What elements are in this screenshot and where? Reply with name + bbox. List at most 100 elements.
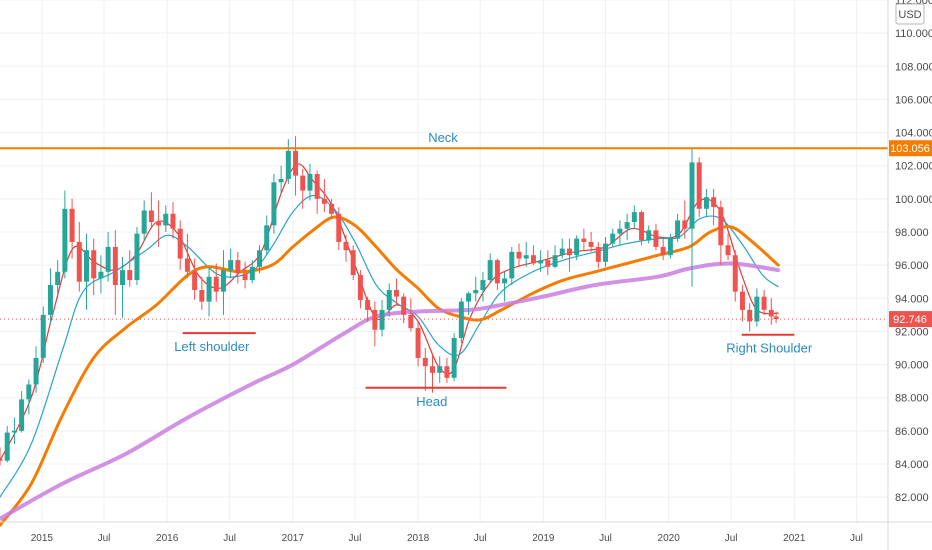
currency-box	[895, 3, 925, 25]
last-price-tag	[889, 311, 932, 328]
candle-body	[235, 260, 241, 274]
candle-body	[213, 276, 219, 292]
candle-body	[307, 174, 313, 191]
candle-body	[610, 233, 616, 244]
candle-body	[711, 197, 717, 208]
candle-body	[566, 248, 572, 256]
candle-body	[451, 338, 457, 378]
candle-body	[26, 384, 32, 400]
pattern-levels	[0, 147, 888, 389]
candle-body	[192, 271, 198, 290]
candle-body	[545, 260, 551, 267]
candle-body	[595, 246, 601, 262]
moving-average-line	[0, 194, 779, 498]
x-tick-label: 2018	[407, 533, 430, 544]
neck-price-label: 103.056	[890, 143, 930, 155]
candle-body	[422, 357, 428, 367]
candle-body	[689, 162, 695, 229]
candle-body	[581, 238, 587, 242]
y-tick-label: 92.000	[895, 326, 929, 338]
candle-body	[660, 246, 666, 256]
y-tick-label: 100.000	[895, 194, 932, 206]
y-tick-label: 96.000	[895, 260, 929, 272]
candle-body	[112, 246, 118, 286]
candle-body	[494, 260, 500, 284]
candle-body	[336, 213, 342, 242]
candle-body	[4, 432, 10, 461]
candle-body	[257, 250, 263, 267]
candle-body	[588, 241, 594, 247]
y-tick-label: 104.000	[895, 128, 932, 140]
candle-body	[350, 250, 356, 276]
candle-body	[300, 175, 306, 191]
candle-body	[703, 197, 709, 209]
y-tick-label: 102.000	[895, 161, 932, 173]
y-axis[interactable]: 82.000 84.000 86.000 88.000 90.000 92.000 94.0…	[887, 0, 932, 550]
candle-body	[639, 212, 645, 241]
candle-body	[199, 290, 205, 302]
candle-body	[98, 271, 104, 279]
candle-body	[631, 212, 637, 223]
candle-body	[379, 309, 385, 330]
candle-body	[47, 285, 53, 315]
x-tick-label: Jul	[599, 533, 612, 544]
candle-body	[739, 291, 745, 310]
candle-body	[480, 280, 486, 290]
currency-label: USD	[898, 9, 921, 21]
candle-body	[415, 328, 421, 358]
candle-body	[148, 210, 154, 223]
candle-body	[285, 150, 291, 179]
moving-average-line	[0, 215, 780, 527]
annotations: Neck Left shoulder Head Right Shoulder	[174, 130, 813, 409]
annotation-head: Head	[416, 394, 447, 409]
x-axis[interactable]: 2015 Jul 2016 Jul 2017 Jul 2018 Jul 2019 Jul 2020 J…	[0, 521, 932, 544]
candle-body	[653, 230, 659, 247]
candle-body	[696, 162, 702, 209]
candle-body	[761, 296, 767, 310]
y-tick-label: 110.000	[895, 28, 932, 40]
candle-body	[329, 203, 335, 214]
candle-body	[84, 250, 90, 282]
candle-body	[667, 238, 673, 256]
candle-body	[105, 246, 111, 272]
candle-body	[33, 357, 39, 385]
candle-body	[682, 220, 688, 229]
candle-body	[249, 266, 255, 281]
candle-body	[516, 251, 522, 259]
candle-body	[530, 255, 536, 264]
annotation-left-shoulder: Left shoulder	[174, 339, 250, 354]
candle-body	[278, 178, 284, 183]
candle-body	[228, 260, 234, 271]
candle-body	[69, 208, 75, 242]
candle-body	[393, 290, 399, 297]
candle-body	[156, 222, 162, 226]
last-price-label: 92.746	[893, 314, 927, 326]
candle-body	[62, 208, 68, 272]
annotation-right-shoulder: Right Shoulder	[726, 341, 813, 356]
candle-body	[466, 293, 472, 302]
candle-body	[357, 275, 363, 300]
candle-body	[617, 228, 623, 234]
y-tick-label: 94.000	[895, 293, 929, 305]
candle-body	[134, 233, 140, 281]
x-tick-label: Jul	[474, 533, 487, 544]
candle-body	[386, 290, 392, 310]
candle-body	[552, 255, 558, 267]
candle-body	[55, 271, 61, 286]
candle-body	[163, 213, 169, 226]
candle-body	[502, 278, 508, 284]
candle-body	[91, 250, 97, 279]
candle-body	[773, 316, 779, 320]
y-tick-label: 88.000	[895, 393, 929, 405]
candle-body	[11, 430, 17, 433]
y-tick-label: 106.000	[895, 94, 932, 106]
candle-body	[675, 220, 681, 239]
x-tick-label: 2015	[31, 533, 54, 544]
candle-body	[170, 213, 176, 229]
x-tick-label: 2016	[156, 533, 179, 544]
candle-body	[487, 260, 493, 281]
candle-body	[401, 296, 407, 315]
candle-body	[242, 273, 248, 281]
candle-body	[206, 276, 212, 302]
